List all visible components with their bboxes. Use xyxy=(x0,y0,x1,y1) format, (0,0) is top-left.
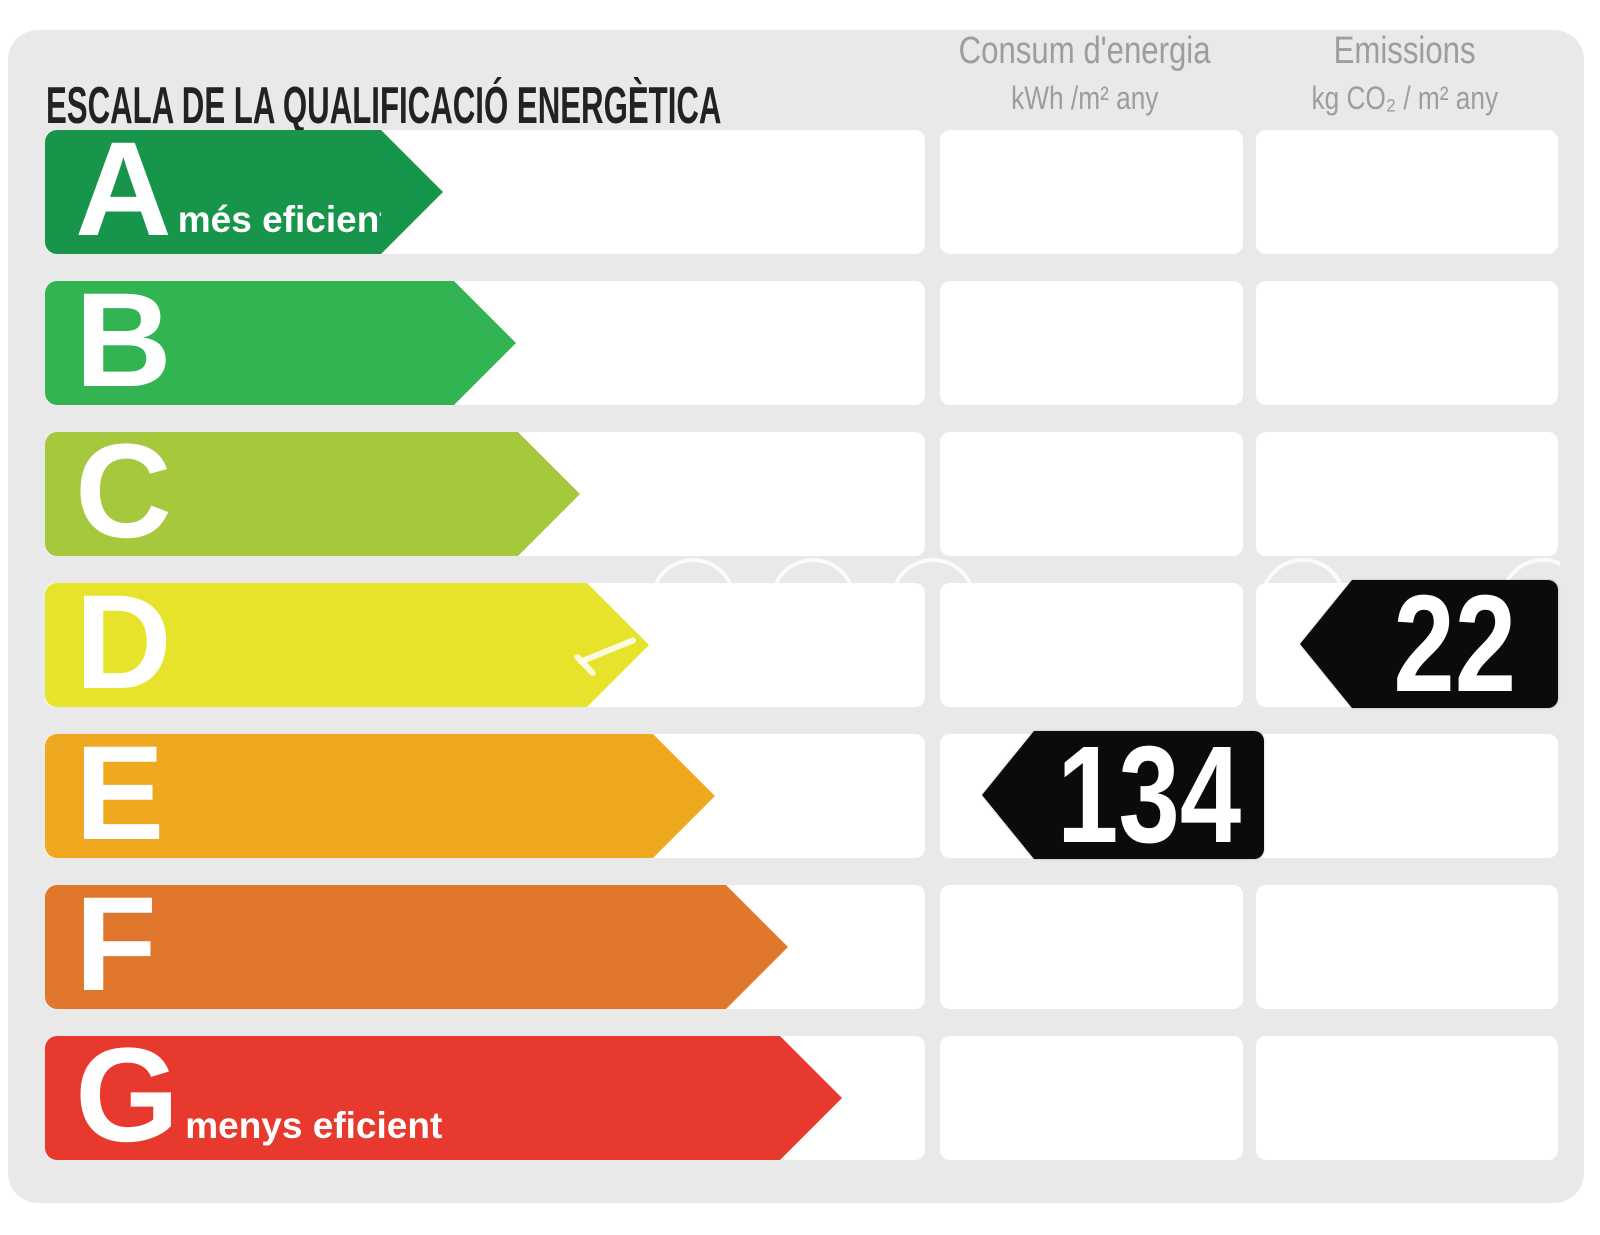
page-title: ESCALA DE LA QUALIFICACIÓ ENERGÈTICA xyxy=(46,80,1172,132)
rating-letter-g: G xyxy=(75,1021,180,1170)
rating-letter-e: E xyxy=(75,719,165,868)
consumption-indicator-arrow-tip xyxy=(982,731,1034,859)
emissions-value: 22 xyxy=(1393,567,1517,721)
rating-letter-a: A xyxy=(75,115,172,264)
rating-bar-c-body: C xyxy=(45,425,518,559)
rating-bar-d: D xyxy=(45,576,649,710)
rating-letter-b: B xyxy=(75,266,172,415)
emissions-column-unit: kg CO₂ / m² any xyxy=(1311,80,1499,116)
rating-bar-c-arrow-tip xyxy=(518,432,580,556)
watermark-circle xyxy=(770,558,856,584)
consumption-cell-b xyxy=(940,281,1243,405)
page-title-text: ESCALA DE LA QUALIFICACIÓ ENERGÈTICA xyxy=(46,77,722,135)
emissions-cell-a xyxy=(1256,130,1558,254)
emissions-cell-c xyxy=(1256,432,1558,556)
rating-label-most-efficient: més eficient xyxy=(177,199,392,240)
rating-bar-e-arrow-tip xyxy=(653,734,715,858)
rating-bar-a: A més eficient xyxy=(45,123,443,257)
rating-bar-c: C xyxy=(45,425,580,559)
rating-bar-b-body: B xyxy=(45,274,454,408)
emissions-indicator: 22 xyxy=(1300,575,1558,713)
consumption-cell-c xyxy=(940,432,1243,556)
watermark-circle xyxy=(890,558,976,584)
rating-bar-a-arrow-tip xyxy=(381,130,443,254)
rating-bar-b-arrow-tip xyxy=(454,281,516,405)
emissions-cell-g xyxy=(1256,1036,1558,1160)
consumption-indicator: 134 xyxy=(982,726,1265,864)
rating-bar-g-body: G menys eficient xyxy=(45,1029,780,1163)
rating-bar-f-arrow-tip xyxy=(726,885,788,1009)
rating-letter-c: C xyxy=(75,417,172,566)
rating-label-least-efficient: menys eficient xyxy=(185,1105,443,1146)
consumption-column-unit: kWh /m² any xyxy=(1011,80,1159,116)
watermark xyxy=(640,552,1560,584)
emissions-indicator-arrow-tip xyxy=(1300,580,1352,708)
emissions-cell-b xyxy=(1256,281,1558,405)
consumption-cell-d xyxy=(940,583,1243,707)
rating-bar-f-body: F xyxy=(45,878,726,1012)
rating-letter-d: D xyxy=(75,568,172,717)
rating-letter-f: F xyxy=(75,870,157,1019)
watermark-circle xyxy=(650,558,736,584)
rating-bar-b: B xyxy=(45,274,516,408)
rating-bar-g: G menys eficient xyxy=(45,1029,842,1163)
consumption-column-header: Consum d'energia xyxy=(959,30,1211,72)
consumption-cell-g xyxy=(940,1036,1243,1160)
emissions-cell-e xyxy=(1256,734,1558,858)
emissions-indicator-body: 22 xyxy=(1352,575,1558,713)
rating-bar-a-body: A més eficient xyxy=(45,123,392,257)
consumption-cell-a xyxy=(940,130,1243,254)
rating-bar-f: F xyxy=(45,878,788,1012)
emissions-column-header: Emissions xyxy=(1334,30,1476,72)
consumption-value: 134 xyxy=(1057,718,1242,872)
emissions-cell-f xyxy=(1256,885,1558,1009)
rating-bar-g-arrow-tip xyxy=(780,1036,842,1160)
consumption-cell-f xyxy=(940,885,1243,1009)
rating-bar-e: E xyxy=(45,727,715,861)
rating-bar-d-body: D xyxy=(45,576,587,710)
consumption-indicator-body: 134 xyxy=(1034,726,1265,864)
rating-bar-e-body: E xyxy=(45,727,653,861)
